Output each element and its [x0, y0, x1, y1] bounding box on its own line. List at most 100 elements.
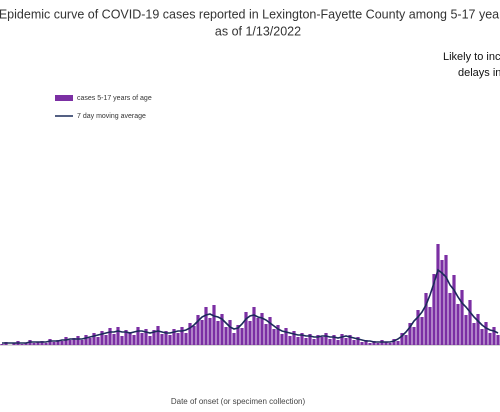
bar: [116, 327, 120, 345]
bar: [56, 340, 60, 345]
bar: [376, 343, 380, 345]
bar: [308, 334, 312, 345]
bar: [388, 343, 392, 345]
bar: [276, 325, 280, 345]
bar: [272, 329, 276, 345]
legend-label: 7 day moving average: [77, 113, 146, 120]
bar: [336, 340, 340, 345]
bar: [220, 314, 224, 345]
bar: [392, 339, 396, 345]
bar: [88, 338, 92, 345]
bar: [104, 335, 108, 345]
bar: [72, 338, 76, 345]
bar: [464, 315, 468, 345]
chart-title: Epidemic curve of COVID-19 cases reporte…: [0, 7, 500, 21]
bar: [80, 340, 84, 345]
annotation: Likely to incr: [443, 51, 500, 63]
bar: [332, 335, 336, 345]
bar: [460, 290, 464, 345]
bar: [120, 336, 124, 345]
bar: [216, 321, 220, 345]
bar: [108, 328, 112, 345]
bar: [328, 339, 332, 345]
bar: [404, 335, 408, 345]
bar: [352, 340, 356, 345]
bar: [68, 340, 72, 345]
bar: [280, 334, 284, 345]
bar: [484, 322, 488, 345]
bar: [160, 334, 164, 345]
bar: [148, 336, 152, 345]
bar: [440, 260, 444, 345]
bar: [132, 335, 136, 345]
bar: [492, 327, 496, 345]
bar: [152, 330, 156, 345]
bar: [180, 327, 184, 345]
bar: [244, 312, 248, 345]
bar: [192, 326, 196, 345]
bar: [100, 331, 104, 345]
bar: [372, 341, 376, 345]
bar: [128, 332, 132, 345]
bar: [432, 274, 436, 345]
bar: [84, 335, 88, 345]
bar: [364, 340, 368, 345]
bar: [360, 342, 364, 345]
bar: [312, 339, 316, 345]
bar: [76, 336, 80, 345]
bar: [424, 293, 428, 345]
bar: [176, 333, 180, 345]
bar: [140, 333, 144, 345]
bar: [124, 330, 128, 345]
bar: [156, 326, 160, 345]
bar: [368, 343, 372, 345]
bar: [200, 320, 204, 345]
bar: [20, 344, 24, 345]
bar: [24, 343, 28, 345]
bar: [444, 255, 448, 345]
bar: [264, 324, 268, 345]
bar: [92, 333, 96, 345]
chart-subtitle: as of 1/13/2022: [215, 24, 301, 38]
bar: [288, 336, 292, 345]
bar: [44, 343, 48, 345]
bar: [60, 341, 64, 345]
bar: [468, 300, 472, 345]
bar: [96, 337, 100, 345]
bar: [256, 318, 260, 345]
bar: [384, 342, 388, 345]
legend-label: cases 5-17 years of age: [77, 95, 152, 102]
moving-average-line: [2, 268, 499, 344]
annotation: delays in: [458, 67, 500, 79]
bar: [144, 329, 148, 345]
bar: [164, 331, 168, 345]
bar: [188, 323, 192, 345]
bar: [252, 307, 256, 345]
bar: [224, 327, 228, 345]
bar: [112, 334, 116, 345]
bar: [356, 337, 360, 345]
bar: [0, 344, 4, 345]
bar: [40, 341, 44, 345]
bar: [52, 342, 56, 345]
bar: [452, 275, 456, 345]
bar: [340, 334, 344, 345]
bar: [232, 333, 236, 345]
legend-swatch: [55, 95, 73, 101]
bar: [324, 333, 328, 345]
bar: [136, 327, 140, 345]
bar: [248, 321, 252, 345]
bar: [476, 314, 480, 345]
bar: [436, 244, 440, 345]
bar: [320, 337, 324, 345]
bar: [48, 339, 52, 345]
bar: [348, 335, 352, 345]
bar: [228, 320, 232, 345]
bar: [268, 317, 272, 345]
bar: [344, 338, 348, 345]
bar: [260, 313, 264, 345]
bar: [316, 335, 320, 345]
bar: [196, 315, 200, 345]
bar: [472, 323, 476, 345]
bar: [412, 327, 416, 345]
